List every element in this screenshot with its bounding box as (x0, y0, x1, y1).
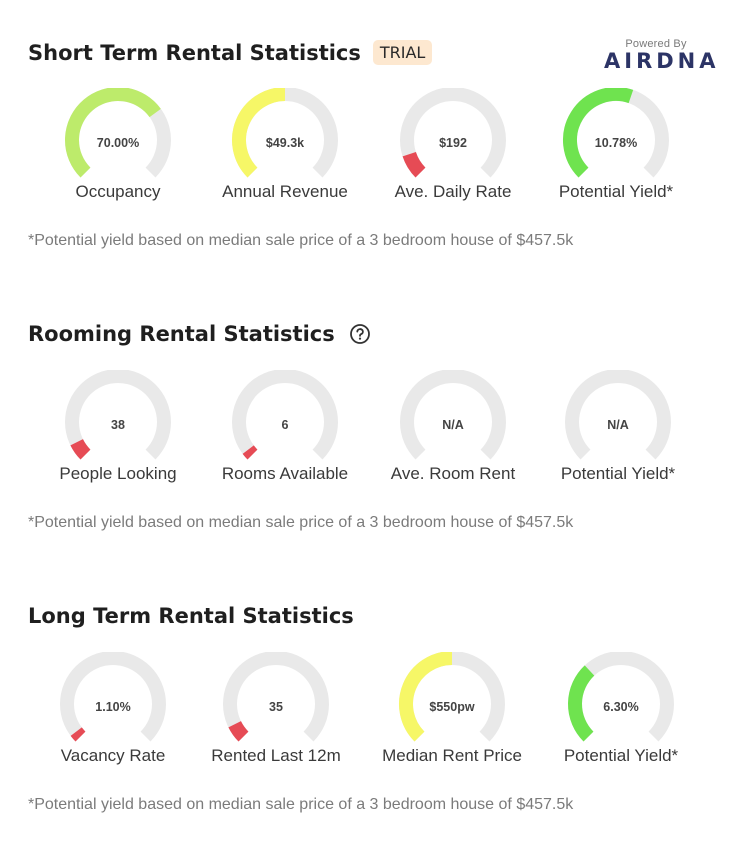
gauge-track (65, 370, 171, 460)
gauge-value: 6.30% (603, 700, 638, 714)
gauge-value: 10.78% (595, 136, 637, 150)
powered-by-airdna[interactable]: Powered By AIRDNA (604, 38, 720, 73)
gauge-value: 70.00% (97, 136, 139, 150)
gauge-label: Potential Yield* (560, 464, 676, 483)
gauge-dial: $192 (400, 88, 506, 178)
gauge-value: N/A (607, 418, 629, 432)
gauge-fill (70, 727, 86, 742)
yield-footnote: *Potential yield based on median sale pr… (28, 796, 574, 813)
ave-daily-rate-gauge: $192 Ave. Daily Rate (373, 88, 533, 202)
rooming-title-text: Rooming Rental Statistics (28, 322, 335, 346)
gauge-label: Rented Last 12m (211, 746, 341, 765)
yield-footnote: *Potential yield based on median sale pr… (28, 514, 574, 531)
gauge-track (223, 652, 329, 742)
gauge-fill (563, 88, 634, 178)
gauge-label: Potential Yield* (558, 182, 674, 201)
gauge-dial: 10.78% (563, 88, 669, 178)
gauge-dial: N/A (400, 370, 506, 460)
rooming-potential-yield-gauge: N/A Potential Yield* (538, 370, 698, 484)
gauge-track (400, 88, 506, 178)
gauge-value: 35 (269, 700, 283, 714)
gauge-label: Vacancy Rate (60, 746, 166, 765)
annual-revenue-gauge: $49.3k Annual Revenue (205, 88, 365, 202)
airdna-logo: AIRDNA (604, 49, 720, 73)
gauge-dial: 6.30% (568, 652, 674, 742)
gauge-fill (399, 652, 453, 742)
long-term-title-text: Long Term Rental Statistics (28, 604, 354, 628)
rooming-title: Rooming Rental Statistics (28, 322, 371, 346)
gauge-fill (228, 720, 249, 742)
rented-last-12m-gauge: 35 Rented Last 12m (196, 652, 356, 766)
vacancy-rate-gauge: 1.10% Vacancy Rate (33, 652, 193, 766)
long-term-title: Long Term Rental Statistics (28, 604, 354, 628)
gauge-value: 38 (111, 418, 125, 432)
gauge-fill (232, 88, 286, 178)
gauge-fill (402, 151, 426, 178)
gauge-fill (70, 438, 91, 460)
ave-room-rent-gauge: N/A Ave. Room Rent (373, 370, 533, 484)
gauge-value: $192 (439, 136, 467, 150)
gauge-dial: 38 (65, 370, 171, 460)
gauge-dial: 70.00% (65, 88, 171, 178)
short-term-title: Short Term Rental Statistics TRIAL (28, 40, 433, 65)
occupancy-gauge: 70.00% Occupancy (38, 88, 198, 202)
gauge-label: Ave. Daily Rate (394, 182, 512, 201)
gauge-value: $49.3k (266, 136, 304, 150)
gauge-label: Potential Yield* (563, 746, 679, 765)
potential-yield-gauge: 10.78% Potential Yield* (536, 88, 696, 202)
gauge-value: 1.10% (95, 700, 130, 714)
long-term-potential-yield-gauge: 6.30% Potential Yield* (541, 652, 701, 766)
gauge-label: Annual Revenue (222, 182, 348, 201)
gauge-label: Median Rent Price (382, 746, 522, 765)
gauge-value: N/A (442, 418, 464, 432)
gauge-dial: N/A (565, 370, 671, 460)
gauge-track (400, 370, 506, 460)
short-term-title-text: Short Term Rental Statistics (28, 40, 361, 65)
yield-footnote: *Potential yield based on median sale pr… (28, 232, 574, 249)
gauge-dial: 1.10% (60, 652, 166, 742)
people-looking-gauge: 38 People Looking (38, 370, 198, 484)
rooms-available-gauge: 6 Rooms Available (205, 370, 365, 484)
gauge-fill (65, 88, 161, 178)
trial-badge: TRIAL (372, 40, 433, 65)
question-circle-icon[interactable] (349, 323, 371, 345)
gauge-label: People Looking (59, 464, 177, 483)
gauge-dial: 35 (223, 652, 329, 742)
gauge-track (565, 370, 671, 460)
gauge-fill (242, 445, 258, 460)
gauge-fill (568, 665, 595, 742)
powered-by-label: Powered By (625, 38, 687, 50)
gauge-value: $550pw (429, 700, 474, 714)
gauge-dial: 6 (232, 370, 338, 460)
gauge-label: Occupancy (75, 182, 161, 201)
gauge-value: 6 (282, 418, 289, 432)
gauge-label: Ave. Room Rent (390, 464, 516, 483)
median-rent-price-gauge: $550pw Median Rent Price (372, 652, 532, 766)
gauge-dial: $49.3k (232, 88, 338, 178)
gauge-track (60, 652, 166, 742)
gauge-dial: $550pw (399, 652, 505, 742)
gauge-track (232, 370, 338, 460)
gauge-label: Rooms Available (221, 464, 349, 483)
